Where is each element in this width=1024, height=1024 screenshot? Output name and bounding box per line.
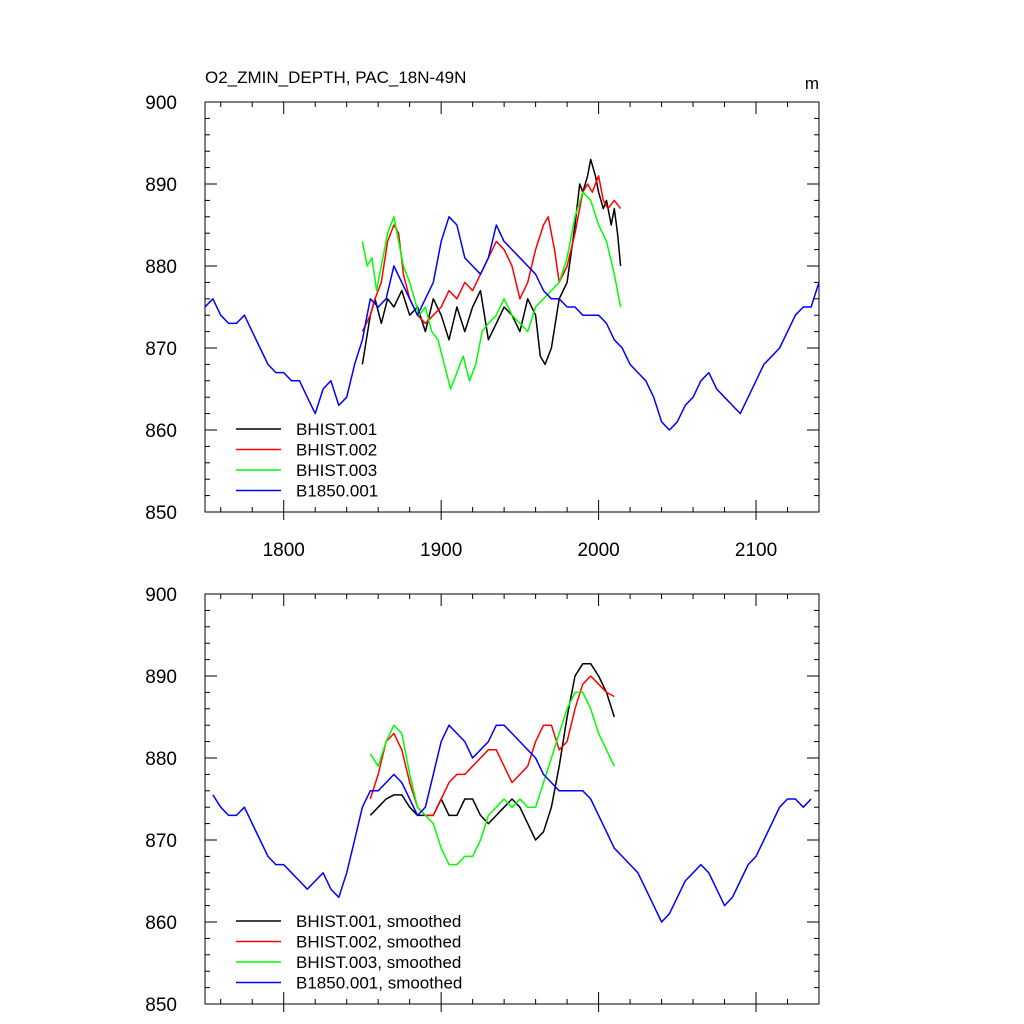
series-line-bhist-002-smoothed <box>369 675 615 817</box>
y-tick-label: 900 <box>145 585 177 606</box>
y-tick-label: 900 <box>145 93 177 114</box>
legend-label: BHIST.002 <box>296 441 377 460</box>
bottom-chart: 850 860 870 880 890 900 BHIST.001, smoothed BHI… <box>145 585 820 1016</box>
plot-frame <box>204 593 820 1005</box>
series-line-b1850-001-smoothed <box>212 724 812 923</box>
y-tick-label: 860 <box>145 913 177 934</box>
y-tick-label: 850 <box>145 503 177 524</box>
legend-label: BHIST.001 <box>296 420 377 439</box>
series-line-bhist-003 <box>361 191 622 390</box>
legend-label: BHIST.003, smoothed <box>296 953 461 972</box>
y-tick-label: 880 <box>145 257 177 278</box>
y-tick-label: 870 <box>145 339 177 360</box>
y-tick-label: 890 <box>145 175 177 196</box>
y-tick-label: 890 <box>145 667 177 688</box>
y-tick-label: 860 <box>145 421 177 442</box>
legend-label: B1850.001 <box>296 482 378 501</box>
legend-label: BHIST.002, smoothed <box>296 933 461 952</box>
series-line-bhist-001 <box>361 158 622 366</box>
series-line-bhist-003-smoothed <box>369 691 615 866</box>
legend-label: BHIST.003 <box>296 461 377 480</box>
series-line-bhist-001-smoothed <box>369 662 616 841</box>
x-tick-label: 1900 <box>420 540 462 561</box>
units-label: m <box>805 74 819 93</box>
y-tick-label: 870 <box>145 831 177 852</box>
chart-title: O2_ZMIN_DEPTH, PAC_18N-49N <box>205 68 466 87</box>
y-tick-label: 850 <box>145 995 177 1016</box>
legend-label: BHIST.001, smoothed <box>296 912 461 931</box>
y-tick-label: 880 <box>145 749 177 770</box>
x-tick-label: 2000 <box>577 540 619 561</box>
top-chart: 850 860 870 880 890 900 1800 1900 2000 2100 BHIST.… <box>145 93 820 561</box>
x-tick-label: 1800 <box>263 540 305 561</box>
series-line-b1850-001 <box>205 216 819 431</box>
x-tick-label: 2100 <box>735 540 777 561</box>
legend-label: B1850.001, smoothed <box>296 974 462 993</box>
